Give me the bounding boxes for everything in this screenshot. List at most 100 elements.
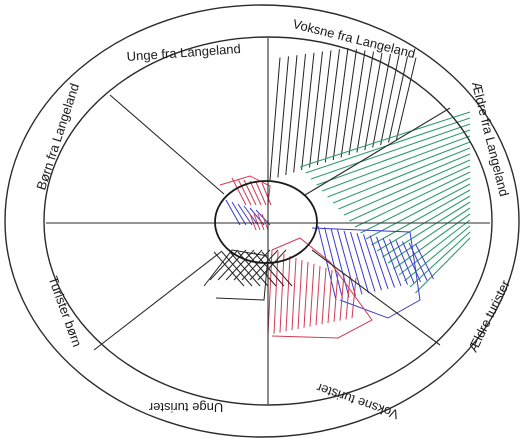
hatch-cross-stroke <box>257 249 287 281</box>
hatch-blue-aeldre-turister <box>225 199 434 319</box>
hatch-cross-stroke <box>245 251 277 287</box>
hatch-black-stroke <box>332 47 349 161</box>
hatch-blue-stroke <box>343 230 363 295</box>
hatch-blue-stroke <box>382 237 402 287</box>
hatch-small-stroke <box>253 213 261 231</box>
hatch-blue-stroke <box>356 233 376 292</box>
hatch-green-stroke <box>382 201 471 258</box>
hatch-green-stroke <box>387 207 471 264</box>
hatch-red-stroke <box>249 180 262 206</box>
hatch-red-stroke <box>315 265 321 326</box>
hatch-black-stroke <box>356 51 374 153</box>
spoke-4 <box>93 250 223 351</box>
hatch-red-stroke <box>351 277 357 319</box>
hatch-green-stroke <box>360 177 471 234</box>
hatch-red-stroke <box>273 251 279 334</box>
hatch-blue-stroke <box>249 207 265 226</box>
hatch-blue-stroke <box>337 229 356 296</box>
hatch-red-stroke <box>321 267 327 325</box>
hatch-black-stroke <box>277 56 289 178</box>
hatch-red-stroke <box>309 263 315 327</box>
hatch-blue-outline <box>311 227 421 319</box>
hatch-red-stroke <box>279 253 285 333</box>
hatch-green-stroke <box>409 231 471 288</box>
hatch-red-voksne-turister <box>219 175 373 339</box>
spoke-2 <box>109 94 225 195</box>
label-voksne-turister: Voksne turister <box>314 380 401 422</box>
hatch-red-stroke <box>231 177 247 206</box>
hatch-red-stroke <box>255 181 267 206</box>
label-aeldre-fra-langeland: Ældre fra Langeland <box>469 80 512 198</box>
label-unge-turister: Unge turister <box>148 400 223 415</box>
hatch-cross-stroke <box>217 249 247 281</box>
hatch-black-stroke <box>285 55 298 176</box>
hatch-green-aeldre-langeland <box>299 111 471 294</box>
hatch-cross-stroke <box>237 251 269 287</box>
hatch-red-stroke <box>327 269 333 324</box>
hatch-black-stroke <box>293 53 306 173</box>
hatch-blue-stroke <box>363 234 382 291</box>
hatch-blue-stroke <box>389 239 408 285</box>
hatch-green-stroke <box>332 147 471 204</box>
hatch-green-stroke <box>415 237 471 294</box>
hatch-cross-stroke <box>209 249 239 281</box>
hatch-green-stroke <box>371 189 471 246</box>
hatch-blue-stroke <box>408 242 428 281</box>
hatch-blue-stroke <box>415 243 434 280</box>
hatch-blue-stroke <box>402 241 421 283</box>
hatch-black-stroke <box>316 50 332 166</box>
hatch-black-stroke <box>380 55 400 146</box>
hatch-green-stroke <box>321 135 471 192</box>
hatch-green-stroke <box>338 153 471 210</box>
hatch-black-stroke <box>309 51 323 168</box>
hatch-blue-stroke <box>330 228 350 298</box>
hatch-black-stroke <box>269 57 281 181</box>
label-voksne-fra-langeland: Voksne fra Langeland <box>291 16 417 61</box>
hatch-blue-stroke <box>225 199 241 226</box>
hatch-red-stroke <box>297 259 303 330</box>
inner-ring <box>43 36 493 406</box>
hatch-blue-stroke <box>317 225 337 301</box>
hatch-red-stroke <box>303 261 309 328</box>
hatch-blue-stroke <box>324 227 343 299</box>
hatch-cross-unge-turister <box>203 249 293 301</box>
hatch-black-voksne-langeland <box>269 47 417 181</box>
hatch-green-stroke <box>365 183 471 240</box>
hatch-red-stroke <box>237 178 252 206</box>
hatch-blue-stroke <box>237 203 253 226</box>
hatch-red-stroke <box>285 255 291 332</box>
hatch-red-stroke <box>339 273 345 321</box>
hatch-blue-stroke <box>231 201 247 226</box>
hatch-cross-stroke <box>229 251 261 287</box>
hatch-green-stroke <box>349 165 471 222</box>
hatch-cross-stroke <box>213 251 245 287</box>
hatch-green-stroke <box>354 171 471 228</box>
hatch-black-stroke <box>388 56 408 143</box>
center-circle <box>214 180 318 264</box>
hatch-cross-stroke <box>233 249 263 281</box>
label-unge-fra-langeland: Unge fra Langeland <box>126 41 241 64</box>
hatch-black-stroke <box>348 50 366 156</box>
label-turister-boern: Turister børn <box>46 274 85 349</box>
hatch-blue-stroke <box>369 235 389 289</box>
label-boern-fra-langeland: Børn fra Langeland <box>33 81 82 191</box>
hatch-green-stroke <box>398 219 471 276</box>
hatch-red-stroke <box>291 257 297 331</box>
hatch-black-stroke <box>372 53 391 148</box>
hatch-small-stroke <box>249 213 257 231</box>
hatch-black-stroke <box>395 57 417 141</box>
spoke-5 <box>311 249 441 346</box>
hatch-red-stroke <box>261 182 272 206</box>
hatch-black-stroke <box>301 52 315 171</box>
hatch-cross-stroke <box>261 251 293 287</box>
hatch-green-stroke <box>316 129 471 186</box>
spoke-3 <box>304 107 451 196</box>
hatch-green-stroke <box>343 159 471 216</box>
label-aeldre-turister: Ældre turister <box>465 277 513 354</box>
hatch-green-stroke <box>310 123 471 180</box>
hatch-small-stroke <box>257 213 265 231</box>
hatch-blue-stroke <box>395 240 415 284</box>
hatch-cross-stroke <box>221 251 253 287</box>
hatch-cross-stroke <box>225 249 255 281</box>
